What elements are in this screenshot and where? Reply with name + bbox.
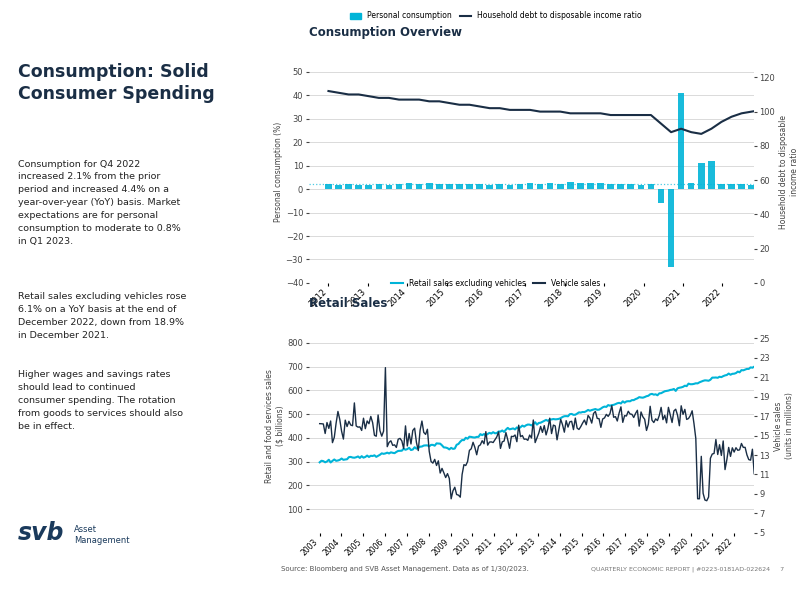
Bar bbox=[638, 185, 644, 189]
Bar bbox=[406, 183, 412, 189]
Bar bbox=[487, 185, 493, 189]
Bar bbox=[728, 184, 735, 189]
Bar bbox=[658, 189, 664, 203]
Text: QUARTERLY ECONOMIC REPORT | #0223-0181AD-022624     7: QUARTERLY ECONOMIC REPORT | #0223-0181AD… bbox=[591, 566, 784, 572]
Y-axis label: Vehicle sales
(units in millions): Vehicle sales (units in millions) bbox=[774, 393, 794, 459]
Bar bbox=[507, 185, 513, 189]
Y-axis label: Personal consumption (%): Personal consumption (%) bbox=[273, 122, 283, 222]
Bar bbox=[627, 184, 634, 189]
Bar bbox=[426, 183, 432, 189]
Legend: Retail sales excluding vehicles, Vehicle sales: Retail sales excluding vehicles, Vehicle… bbox=[388, 276, 603, 291]
Bar bbox=[668, 189, 674, 267]
Legend: Personal consumption, Household debt to disposable income ratio: Personal consumption, Household debt to … bbox=[346, 8, 645, 23]
Bar bbox=[355, 185, 362, 189]
Bar bbox=[456, 184, 463, 189]
Bar bbox=[346, 184, 352, 189]
Bar bbox=[577, 182, 584, 189]
Y-axis label: Retail and food services sales
($ billions): Retail and food services sales ($ billio… bbox=[265, 369, 285, 483]
Bar bbox=[476, 184, 483, 189]
Text: Consumption Overview: Consumption Overview bbox=[309, 26, 462, 39]
Text: Asset
Management: Asset Management bbox=[74, 525, 129, 545]
Text: Consumption for Q4 2022
increased 2.1% from the prior
period and increased 4.4% : Consumption for Q4 2022 increased 2.1% f… bbox=[18, 160, 180, 246]
Bar bbox=[587, 183, 593, 189]
Y-axis label: Household debt to disposable
income ratio: Household debt to disposable income rati… bbox=[780, 114, 799, 229]
Bar bbox=[607, 184, 614, 189]
Text: Retail sales excluding vehicles rose
6.1% on a YoY basis at the end of
December : Retail sales excluding vehicles rose 6.1… bbox=[18, 292, 186, 340]
Text: svb: svb bbox=[18, 521, 64, 545]
Bar bbox=[516, 184, 523, 189]
Bar bbox=[678, 93, 684, 189]
Text: Retail Sales: Retail Sales bbox=[309, 297, 387, 310]
Bar bbox=[436, 184, 443, 189]
Bar bbox=[557, 184, 564, 189]
Bar bbox=[335, 185, 342, 189]
Bar bbox=[708, 161, 715, 189]
Text: Consumption: Solid
Consumer Spending: Consumption: Solid Consumer Spending bbox=[18, 63, 214, 103]
Bar bbox=[698, 163, 705, 189]
Bar bbox=[375, 184, 382, 189]
Bar bbox=[537, 184, 543, 189]
Text: Higher wages and savings rates
should lead to continued
consumer spending. The r: Higher wages and savings rates should le… bbox=[18, 370, 183, 430]
Bar bbox=[748, 185, 755, 189]
Bar bbox=[496, 184, 503, 189]
Bar bbox=[547, 183, 553, 189]
Bar bbox=[366, 185, 372, 189]
Text: Source: Bloomberg and SVB Asset Management. Data as of 1/30/2023.: Source: Bloomberg and SVB Asset Manageme… bbox=[281, 566, 529, 572]
Bar bbox=[567, 182, 573, 189]
Bar bbox=[648, 184, 654, 189]
Bar bbox=[466, 184, 473, 189]
Bar bbox=[446, 184, 452, 189]
Bar bbox=[759, 185, 765, 189]
Bar bbox=[718, 184, 725, 189]
Bar bbox=[386, 185, 392, 189]
Bar bbox=[688, 183, 695, 189]
Bar bbox=[618, 184, 624, 189]
Bar bbox=[597, 183, 604, 189]
Bar bbox=[395, 184, 403, 189]
Bar bbox=[739, 184, 745, 189]
Bar bbox=[325, 184, 332, 189]
Bar bbox=[416, 184, 423, 189]
Bar bbox=[527, 183, 533, 189]
